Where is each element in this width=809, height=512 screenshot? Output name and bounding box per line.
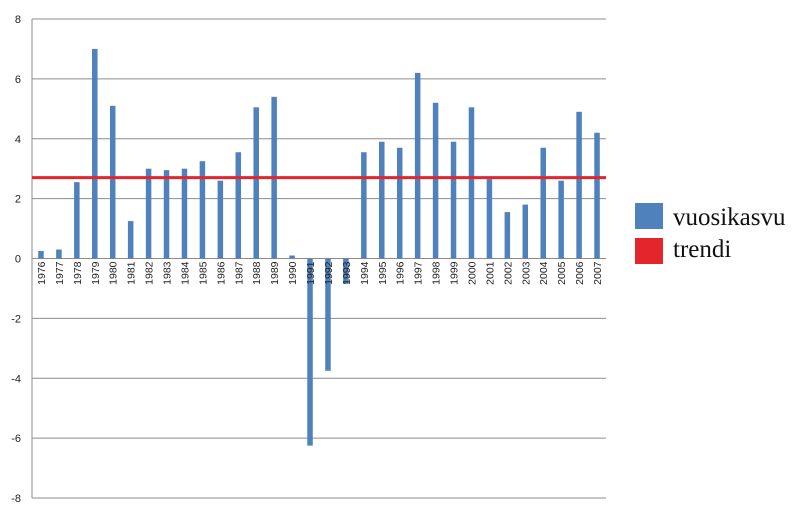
bar — [468, 107, 475, 259]
legend-swatch-trendi — [635, 238, 663, 264]
y-tick-label: 6 — [15, 74, 21, 86]
x-tick-label: 1990 — [287, 261, 299, 285]
x-tick-label: 2006 — [574, 261, 586, 285]
bar — [396, 147, 403, 259]
y-tick-label: 2 — [15, 194, 21, 206]
bar — [504, 212, 511, 259]
bar — [199, 161, 206, 259]
bar — [558, 180, 564, 259]
x-tick-label: 1998 — [431, 261, 443, 285]
bar — [127, 221, 134, 259]
x-tick-label: 1982 — [144, 261, 156, 285]
bar — [181, 168, 188, 259]
bar — [217, 180, 224, 259]
y-tick-label: -4 — [11, 373, 21, 385]
legend-label-vuosikasvu: vuosikasvu — [673, 204, 786, 231]
x-tick-label: 2004 — [538, 261, 550, 285]
x-tick-label: 2007 — [592, 261, 604, 285]
y-axis: -8 -6 -4 -2 0 2 4 6 8 — [11, 14, 33, 505]
bar — [109, 105, 116, 259]
x-tick-label: 1988 — [251, 261, 263, 285]
x-tick-label: 2003 — [520, 261, 532, 285]
y-tick-label: 4 — [15, 134, 21, 146]
bar — [289, 255, 295, 259]
legend-swatch-vuosikasvu — [635, 203, 663, 229]
x-tick-label: 1979 — [90, 261, 102, 285]
x-tick-label: 2002 — [502, 261, 514, 285]
x-tick-label: 2001 — [484, 261, 496, 285]
x-tick-label: 1995 — [377, 261, 389, 285]
x-tick-label: 1976 — [36, 261, 48, 285]
x-tick-label: 1980 — [108, 261, 120, 285]
x-tick-label: 1993 — [341, 261, 353, 285]
x-tick-label: 2000 — [466, 261, 478, 285]
y-tick-label: -8 — [11, 493, 21, 505]
bar — [163, 170, 170, 259]
bar — [576, 111, 582, 259]
bar — [235, 152, 242, 259]
x-tick-label: 1999 — [449, 261, 461, 285]
bar — [74, 182, 80, 259]
x-axis-labels: 1976 1977 1978 1979 1980 1981 1982 1983 1984 1985… — [36, 261, 604, 285]
x-tick-label: 1989 — [269, 261, 281, 285]
bar — [432, 102, 439, 259]
x-tick-label: 2005 — [556, 261, 568, 285]
bar — [325, 258, 331, 371]
x-tick-label: 1983 — [162, 261, 174, 285]
x-tick-label: 1994 — [359, 261, 371, 285]
bar — [145, 168, 152, 259]
bar — [522, 204, 529, 259]
bar — [594, 132, 600, 259]
y-tick-label: -2 — [11, 313, 21, 325]
x-tick-label: 1991 — [305, 261, 317, 285]
bar — [450, 141, 457, 259]
legend-label-trendi: trendi — [673, 236, 731, 263]
x-tick-label: 1986 — [215, 261, 227, 285]
gridlines — [32, 18, 606, 499]
y-tick-label: 0 — [15, 254, 21, 266]
bar — [343, 258, 349, 284]
x-tick-label: 1977 — [54, 261, 66, 285]
bar — [379, 141, 385, 259]
y-tick-label: -6 — [11, 433, 21, 445]
y-tick-label: 8 — [15, 14, 21, 26]
bar — [540, 147, 546, 259]
x-tick-label: 1997 — [413, 261, 425, 285]
bar — [253, 107, 259, 259]
x-tick-label: 1984 — [179, 261, 191, 285]
bar — [56, 249, 62, 259]
x-tick-label: 1987 — [233, 261, 245, 285]
x-tick-label: 1996 — [395, 261, 407, 285]
bar — [414, 72, 421, 259]
bar — [92, 48, 98, 259]
legend: vuosikasvu trendi — [635, 203, 786, 264]
bar — [361, 152, 367, 259]
bar-series — [38, 48, 600, 446]
x-tick-label: 1978 — [72, 261, 84, 285]
x-tick-label: 1992 — [323, 261, 335, 285]
bar — [486, 179, 493, 259]
bar — [307, 258, 313, 446]
x-tick-label: 1985 — [197, 261, 209, 285]
bar — [38, 251, 44, 259]
x-tick-label: 1981 — [126, 261, 138, 285]
